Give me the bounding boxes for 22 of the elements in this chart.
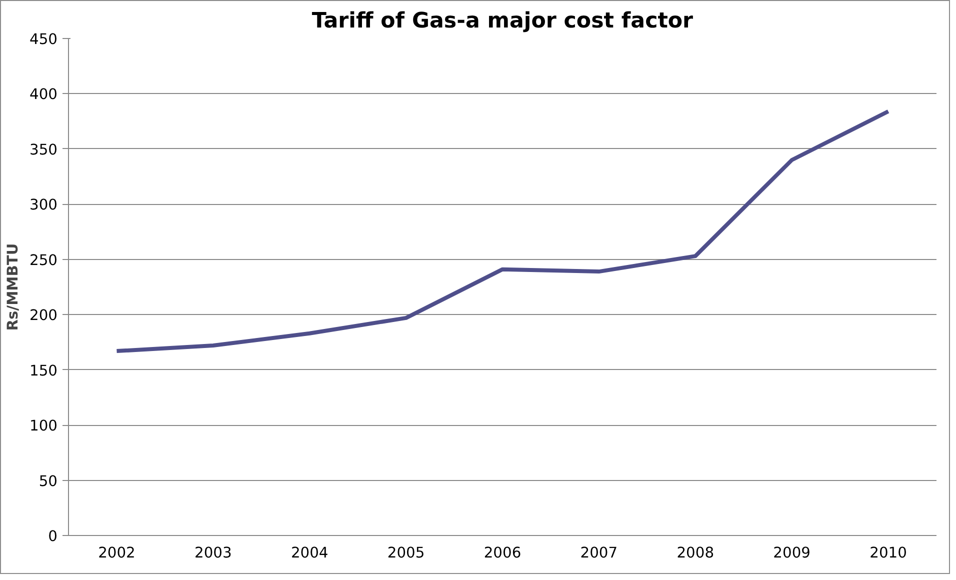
y-tick-label: 300 xyxy=(30,196,58,214)
x-tick-label: 2005 xyxy=(387,544,425,562)
x-tick-label: 2008 xyxy=(676,544,714,562)
y-tick-label: 400 xyxy=(30,86,58,104)
y-tick-label: 250 xyxy=(30,252,58,269)
y-tick-label: 100 xyxy=(30,418,58,435)
x-tick-label: 2006 xyxy=(484,544,522,562)
y-tick-label: 0 xyxy=(48,528,58,545)
chart-title: Tariff of Gas-a major cost factor xyxy=(312,8,694,34)
y-tick-label: 450 xyxy=(30,31,58,48)
y-tick-label: 150 xyxy=(30,362,58,380)
x-tick-label: 2009 xyxy=(773,544,810,562)
x-tick-label: 2004 xyxy=(290,544,328,562)
x-tick-label: 2010 xyxy=(870,544,907,562)
y-axis-title: Rs/MMBTU xyxy=(4,243,22,331)
x-tick-label: 2002 xyxy=(98,544,136,562)
y-tick-label: 50 xyxy=(38,472,58,490)
line-series xyxy=(114,109,890,354)
x-tick-label: 2003 xyxy=(194,544,232,562)
x-tick-label: 2007 xyxy=(580,544,618,562)
y-tick-label: 200 xyxy=(30,307,58,324)
y-tick-label: 350 xyxy=(30,141,58,158)
